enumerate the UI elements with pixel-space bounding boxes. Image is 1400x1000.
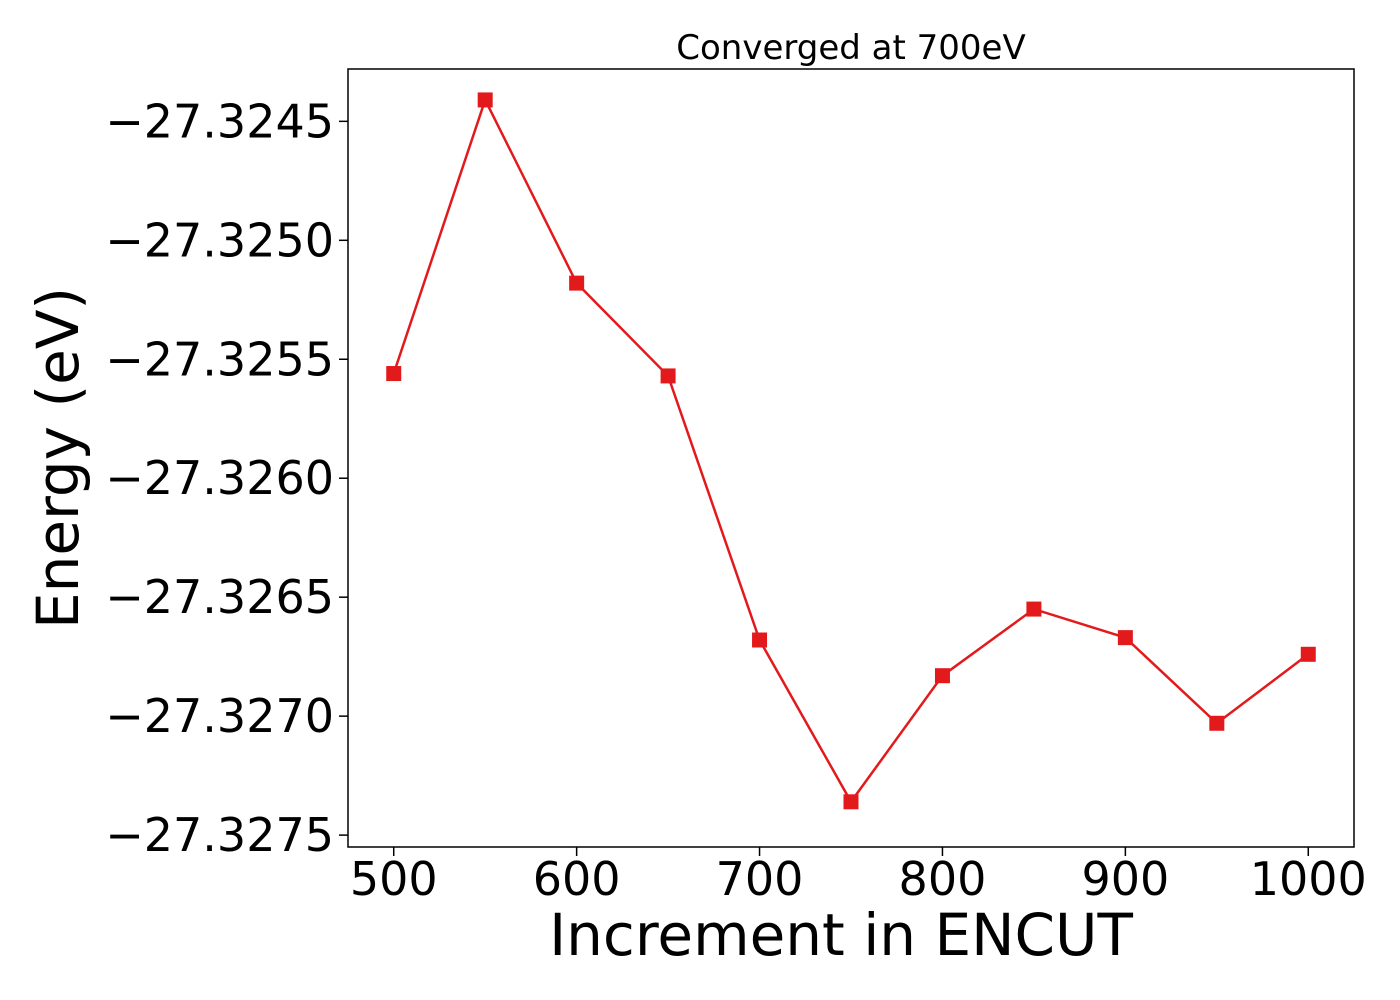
x-axis-title: Increment in ENCUT <box>549 901 1133 969</box>
x-tick-label: 500 <box>350 852 438 906</box>
data-point-marker <box>752 632 768 648</box>
x-tick-label: 800 <box>899 852 987 906</box>
plot-area <box>386 92 1316 810</box>
data-point-marker <box>843 794 859 810</box>
data-point-marker <box>934 668 950 684</box>
data-point-marker <box>1026 601 1042 617</box>
data-point-marker <box>660 368 676 384</box>
y-tick-label: −27.3245 <box>105 94 334 148</box>
data-point-marker <box>477 92 493 108</box>
data-point-marker <box>386 366 402 382</box>
y-axis-ticks: −27.3245 −27.3250 −27.3255 −27.3260 −27.3265… <box>105 94 348 862</box>
data-point-marker <box>1209 715 1225 731</box>
y-tick-label: −27.3270 <box>105 689 334 743</box>
x-tick-label: 700 <box>716 852 804 906</box>
x-tick-label: 900 <box>1081 852 1169 906</box>
x-tick-label: 600 <box>533 852 621 906</box>
y-tick-label: −27.3260 <box>105 451 334 505</box>
series-line <box>392 96 1310 805</box>
y-tick-label: −27.3255 <box>105 332 334 386</box>
x-tick-label: 1000 <box>1250 852 1367 906</box>
y-tick-label: −27.3275 <box>105 808 334 862</box>
y-tick-label: −27.3250 <box>105 213 334 267</box>
chart-title: Converged at 700eV <box>676 28 1025 68</box>
y-tick-label: −27.3265 <box>105 570 334 624</box>
data-point-marker <box>1117 630 1133 646</box>
data-point-marker <box>569 275 585 291</box>
plot-frame <box>347 68 1355 848</box>
y-axis-title: Energy (eV) <box>24 287 92 629</box>
x-axis-ticks: 500 600 700 800 900 1000 <box>350 847 1367 906</box>
data-point-marker <box>1300 646 1316 662</box>
